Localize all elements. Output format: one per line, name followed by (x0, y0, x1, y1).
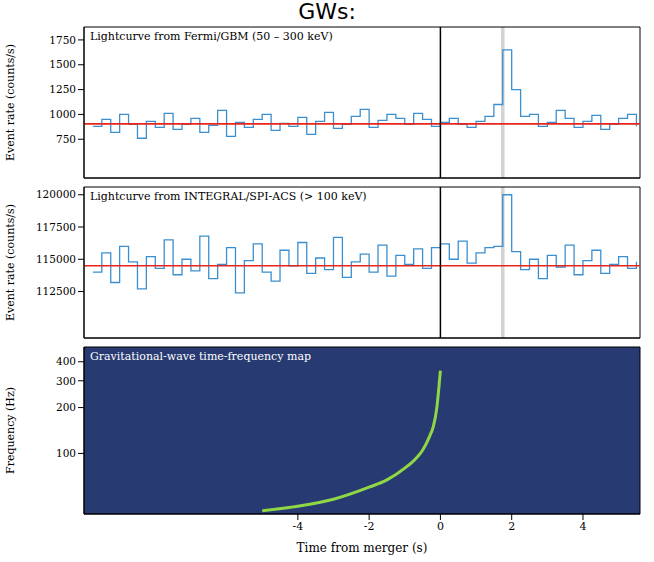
svg-text:Frequency (Hz): Frequency (Hz) (4, 387, 17, 474)
svg-text:112500: 112500 (36, 285, 76, 297)
svg-text:-2: -2 (364, 520, 375, 533)
svg-text:117500: 117500 (36, 221, 76, 233)
svg-text:1750: 1750 (49, 34, 76, 46)
svg-text:200: 200 (56, 401, 76, 413)
svg-text:100: 100 (56, 447, 76, 459)
html-text:Lightcurve from INTEGRAL/SPI-A: Lightcurve from INTEGRAL/SPI-ACS (> 100 … (90, 190, 367, 203)
svg-text:400: 400 (56, 355, 76, 367)
svg-text:750: 750 (56, 133, 76, 145)
svg-text:120000: 120000 (36, 188, 76, 200)
svg-text:1500: 1500 (49, 58, 76, 70)
svg-text:Event rate (counts/s): Event rate (counts/s) (4, 44, 17, 161)
svg-text:300: 300 (56, 375, 76, 387)
html-text:Lightcurve from Fermi/GBM (50: Lightcurve from Fermi/GBM (50 – 300 keV) (90, 30, 333, 43)
svg-text:-4: -4 (292, 520, 303, 533)
svg-text:2: 2 (508, 520, 515, 533)
svg-text:0: 0 (437, 520, 444, 533)
svg-text:4: 4 (579, 520, 586, 533)
svg-text:1250: 1250 (49, 83, 76, 95)
html-text:Gravitational-wave time-freque: Gravitational-wave time-frequency map (90, 350, 311, 363)
svg-text:Time from merger (s): Time from merger (s) (297, 541, 428, 555)
html-text:GWs:: GWs: (298, 0, 356, 24)
svg-text:Event rate (counts/s): Event rate (counts/s) (4, 204, 17, 321)
svg-text:1000: 1000 (49, 108, 76, 120)
svg-text:115000: 115000 (36, 253, 76, 265)
